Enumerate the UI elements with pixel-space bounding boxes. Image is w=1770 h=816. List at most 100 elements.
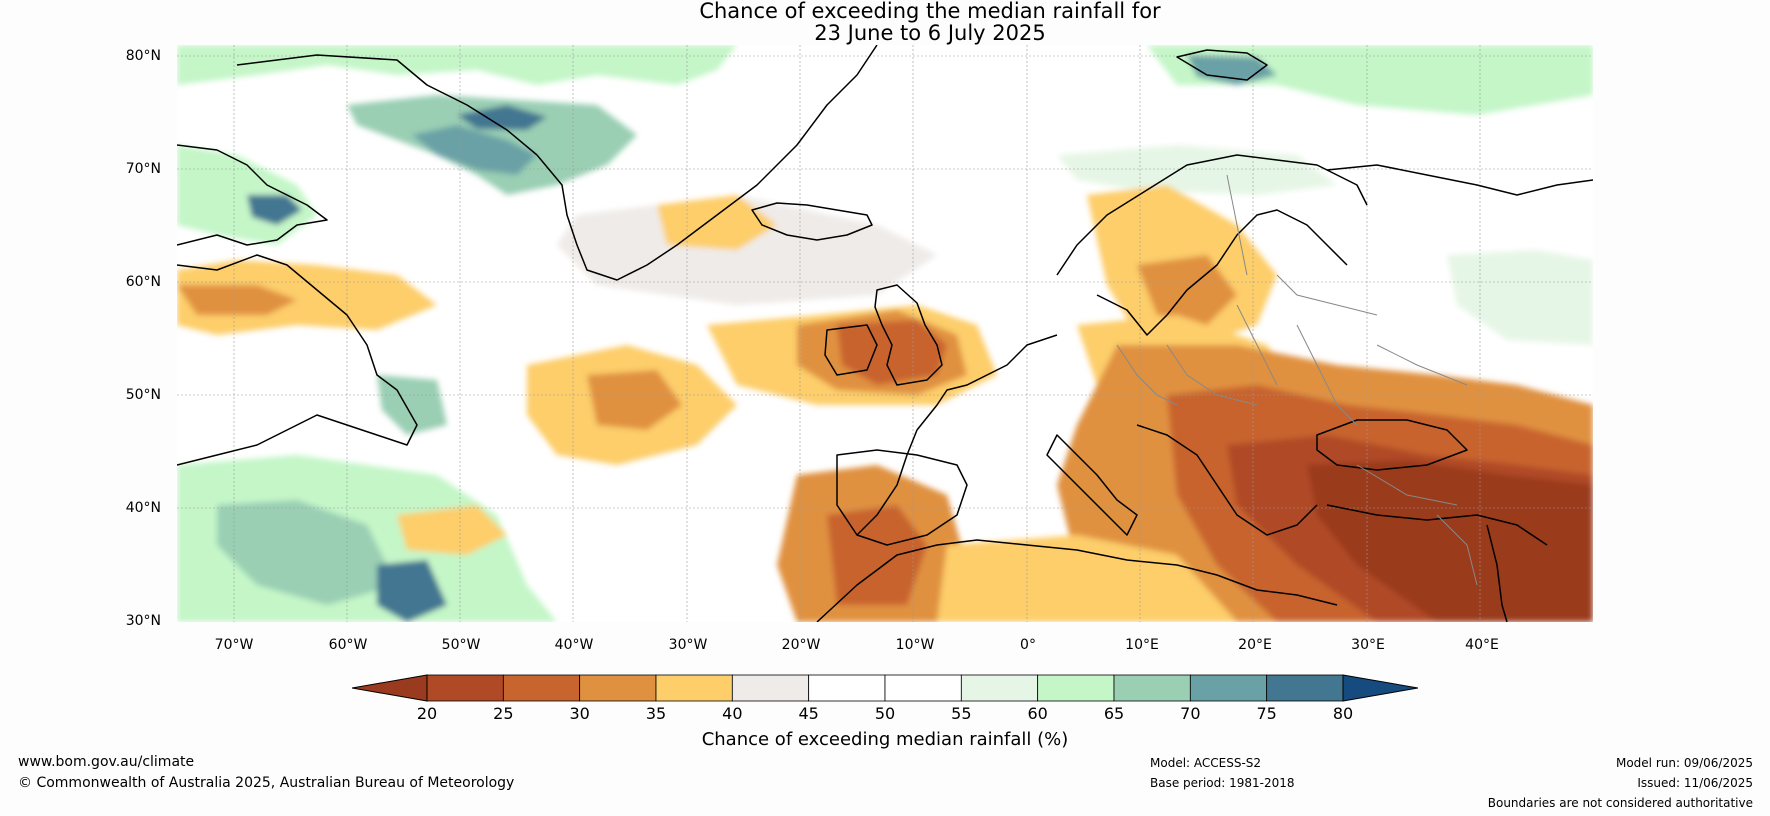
very-wet-region-greenland [412, 125, 537, 175]
probability-shading [177, 45, 1593, 622]
colorbar-segment [1189, 674, 1268, 702]
map-title-line-2: 23 June to 6 July 2025 [814, 21, 1046, 45]
wet-region-norwegian-sea [1057, 145, 1337, 195]
colorbar-segment [960, 674, 1039, 702]
wet-region-labrador [377, 375, 447, 435]
coastline-iceland [751, 202, 873, 241]
lon-label-10e: 10°E [1125, 637, 1159, 653]
colorbar-tick-label: 35 [645, 704, 667, 723]
coastline-svalbard [1176, 49, 1268, 81]
colorbar [352, 674, 1418, 702]
coastline-italy [1046, 434, 1138, 536]
coastline-black-sea [1316, 419, 1468, 471]
rainfall-map [177, 45, 1593, 622]
coastline-russia-north [1326, 164, 1593, 196]
colorbar-tick-label: 45 [798, 704, 819, 723]
dry-region-labrador-sea-core [177, 285, 297, 315]
lat-label-50n: 50°N [125, 387, 161, 403]
copyright-text: © Commonwealth of Australia 2025, Austra… [18, 775, 515, 791]
coastline-labrador [177, 254, 418, 466]
map-title-line-1: Chance of exceeding the median rainfall … [699, 0, 1161, 23]
website-text: www.bom.gov.au/climate [18, 754, 195, 770]
lon-label-40w: 40°W [554, 637, 594, 653]
colorbar-segment [502, 674, 581, 702]
colorbar-tick-label: 80 [1332, 704, 1354, 723]
wet-region-baffin-core [247, 195, 302, 225]
coastline-europe-west [856, 334, 1058, 536]
colorbar-tick-label: 75 [1256, 704, 1277, 723]
rainfall-map-canvas [177, 45, 1593, 622]
wet-region-atlantic-sw-core [217, 500, 397, 605]
colorbar-tick-label: 30 [569, 704, 590, 723]
colorbar-segment [579, 674, 657, 702]
lon-label-10w: 10°W [895, 637, 935, 653]
colorbar-tick-label: 70 [1180, 704, 1201, 723]
colorbar-tick-label: 60 [1027, 704, 1048, 723]
colorbar-segment [731, 674, 810, 702]
colorbar-tick-label: 40 [722, 704, 743, 723]
lon-label-30e: 30°E [1351, 637, 1385, 653]
very-wet-region-ne-greenland [457, 105, 547, 130]
dry-region-turkey-core [1307, 460, 1593, 622]
colorbar-tick-label: 20 [416, 704, 438, 723]
lat-label-30n: 30°N [125, 613, 161, 629]
lat-label-60n: 60°N [125, 274, 161, 290]
lon-label-0: 0° [1020, 637, 1036, 653]
coastline-baffin [177, 144, 328, 246]
lon-label-70w: 70°W [214, 637, 254, 653]
dry-region-nw-africa-core [827, 505, 927, 605]
model-text: Model: ACCESS-S2 [1150, 756, 1262, 770]
lat-label-70n: 70°N [125, 161, 161, 177]
dry-region-labrador-sea [177, 260, 437, 335]
very-wet-region-svalbard [1187, 55, 1277, 85]
coastline-greenland [236, 45, 878, 281]
lon-label-50w: 50°W [441, 637, 481, 653]
colorbar-tick-label: 55 [951, 704, 972, 723]
colorbar-segment [1037, 674, 1115, 702]
lon-label-20e: 20°E [1238, 637, 1272, 653]
graticule [177, 45, 1593, 622]
colorbar-extend-high [1342, 674, 1418, 702]
coastline-norway [1056, 154, 1368, 276]
issued-text: Issued: 11/06/2025 [1637, 776, 1753, 790]
colorbar-segment [426, 674, 504, 702]
colorbar-segment [655, 674, 733, 702]
lat-label-80n: 80°N [125, 48, 161, 64]
dry-region-mid-atlantic-core [587, 370, 682, 430]
coastline-great-britain [874, 284, 943, 386]
dry-region-atlantic-south [397, 505, 507, 555]
lat-label-40n: 40°N [125, 500, 161, 516]
colorbar-tick-label: 65 [1103, 704, 1125, 723]
model-run-text: Model run: 09/06/2025 [1615, 756, 1753, 770]
base-period-text: Base period: 1981-2018 [1150, 776, 1295, 790]
lon-label-40e: 40°E [1465, 637, 1499, 653]
coastline-sweden-finland [1096, 209, 1348, 336]
coastline-turkey-south [1326, 504, 1548, 546]
wet-region-russia [1447, 250, 1593, 345]
disclaimer-text: Boundaries are not considered authoritat… [1487, 796, 1753, 810]
lon-label-20w: 20°W [781, 637, 821, 653]
colorbar-segment [1266, 674, 1344, 702]
country-borders [1116, 174, 1478, 586]
colorbar-label: Chance of exceeding median rainfall (%) [701, 729, 1069, 750]
colorbar-segment [884, 674, 962, 702]
colorbar-segment [1113, 674, 1191, 702]
coastline-north-africa [816, 539, 1338, 622]
dry-region-uk-core [837, 320, 947, 385]
dry-region-north-africa [937, 535, 1237, 622]
coastline-balkans [1136, 424, 1318, 536]
dry-region-north-atlantic [657, 195, 777, 250]
colorbar-tick-label: 50 [874, 704, 896, 723]
colorbar-segments [426, 674, 1344, 702]
coastline-levant [1486, 524, 1508, 622]
lon-label-60w: 60°W [328, 637, 368, 653]
coastline-iberia [836, 449, 968, 546]
neutral-region-atlantic [557, 195, 937, 305]
lon-label-30w: 30°W [668, 637, 708, 653]
very-wet-region-atlantic-sw [377, 560, 447, 622]
coastlines [177, 45, 1593, 622]
colorbar-tick-label: 25 [493, 704, 514, 723]
colorbar-extend-low [352, 674, 428, 702]
colorbar-segment [808, 674, 886, 702]
coastline-ireland [824, 324, 878, 376]
